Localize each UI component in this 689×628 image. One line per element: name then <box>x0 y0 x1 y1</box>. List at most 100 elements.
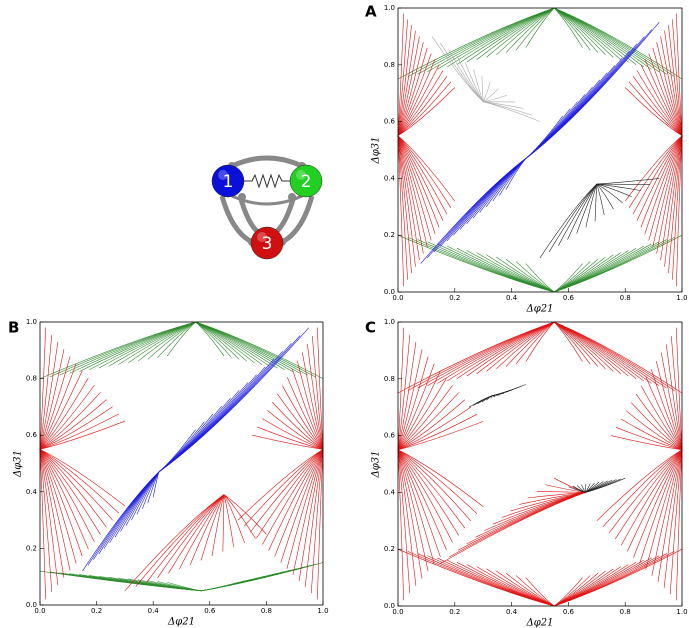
trajectory <box>39 449 120 514</box>
trajectory <box>656 135 683 254</box>
trajectory <box>567 183 598 240</box>
trajectory <box>515 7 555 51</box>
trajectory <box>397 135 432 241</box>
trajectory <box>397 64 440 136</box>
trajectory <box>397 13 404 136</box>
trajectory <box>656 42 683 136</box>
trajectory <box>676 327 683 450</box>
trajectory <box>651 449 683 576</box>
trajectory <box>397 449 429 572</box>
trajectory <box>486 7 555 58</box>
trajectory <box>397 449 453 543</box>
joint <box>238 193 246 201</box>
trajectory <box>257 426 324 450</box>
trajectory <box>633 449 683 558</box>
trajectory <box>491 384 526 397</box>
trajectory <box>211 494 225 557</box>
trajectory <box>287 377 324 450</box>
link <box>230 155 304 169</box>
trajectory <box>652 47 683 136</box>
trajectory <box>397 135 424 254</box>
trajectory <box>397 413 478 451</box>
trajectory <box>397 399 466 451</box>
trajectory <box>519 492 586 505</box>
trajectory <box>397 81 452 137</box>
trajectory <box>304 449 324 588</box>
trajectory <box>644 135 683 234</box>
trajectory <box>397 327 404 450</box>
trajectory <box>397 36 420 136</box>
y-tick-label: 0.0 <box>384 602 395 610</box>
trajectory <box>397 135 404 287</box>
trajectory <box>621 449 683 546</box>
trajectory <box>554 263 583 293</box>
trajectory <box>397 392 459 451</box>
trajectory <box>576 183 598 234</box>
node-label: 2 <box>301 172 312 192</box>
trajectory <box>539 183 598 259</box>
trajectory <box>292 449 324 576</box>
trajectory <box>525 115 563 159</box>
trajectory <box>625 410 683 451</box>
x-axis-label: Δφ21 <box>526 618 554 628</box>
trajectory <box>250 449 324 533</box>
trajectory <box>158 413 214 473</box>
y-tick-label: 0.8 <box>384 375 395 383</box>
trajectory <box>627 449 683 552</box>
trajectory <box>397 449 435 565</box>
trajectory <box>302 352 324 450</box>
trajectory <box>554 259 599 293</box>
trajectory <box>397 53 432 136</box>
trajectory <box>397 449 441 558</box>
trajectory <box>585 477 626 493</box>
trajectory <box>632 75 683 137</box>
node-highlight <box>218 170 228 180</box>
trajectory <box>167 582 202 592</box>
x-tick-label: 0.2 <box>449 608 460 616</box>
trajectory <box>147 321 196 360</box>
trajectory <box>596 183 641 191</box>
trajectory <box>252 434 324 450</box>
trajectory <box>157 494 225 578</box>
x-tick-label: 0.0 <box>34 607 45 615</box>
trajectory <box>39 449 126 507</box>
trajectory <box>397 135 444 221</box>
x-tick-label: 0.6 <box>204 607 216 615</box>
trajectory <box>525 94 586 159</box>
trajectory <box>594 184 598 222</box>
trajectory <box>596 449 683 522</box>
x-tick-label: 1.0 <box>676 608 687 616</box>
trajectory <box>152 471 160 498</box>
trajectory <box>397 449 466 529</box>
y-tick-label: 0.4 <box>26 488 38 496</box>
trajectory <box>665 344 683 450</box>
trajectory <box>168 494 225 574</box>
x-tick-label: 0.0 <box>392 294 403 302</box>
trajectory <box>548 183 598 252</box>
node-label: 3 <box>262 234 273 254</box>
trajectory <box>158 327 310 473</box>
x-tick-label: 0.2 <box>449 294 460 302</box>
y-tick-label: 0.2 <box>384 545 395 553</box>
trajectory <box>496 570 555 607</box>
trajectory <box>628 135 683 208</box>
trajectory <box>482 82 491 102</box>
panel-label: C <box>365 319 376 337</box>
x-tick-label: 1.0 <box>676 294 687 302</box>
panel: 0.0 0.2 0.4 0.6 0.8 1.0 0.0 0.2 0.4 0.6 0.8 1.0 Δφ21… <box>365 318 688 628</box>
trajectory <box>660 36 683 136</box>
trajectory <box>620 418 683 451</box>
trajectory <box>397 30 416 136</box>
trajectory <box>223 494 245 544</box>
trajectory <box>505 7 555 53</box>
trajectory <box>397 449 478 515</box>
trajectory <box>648 53 683 136</box>
trajectory <box>639 449 683 564</box>
trajectory <box>39 449 71 571</box>
trajectory <box>648 135 683 241</box>
trajectory <box>39 449 107 528</box>
trajectory <box>440 492 586 564</box>
trajectory <box>660 352 683 450</box>
y-tick-label: 0.4 <box>384 488 396 496</box>
spring <box>244 173 290 189</box>
